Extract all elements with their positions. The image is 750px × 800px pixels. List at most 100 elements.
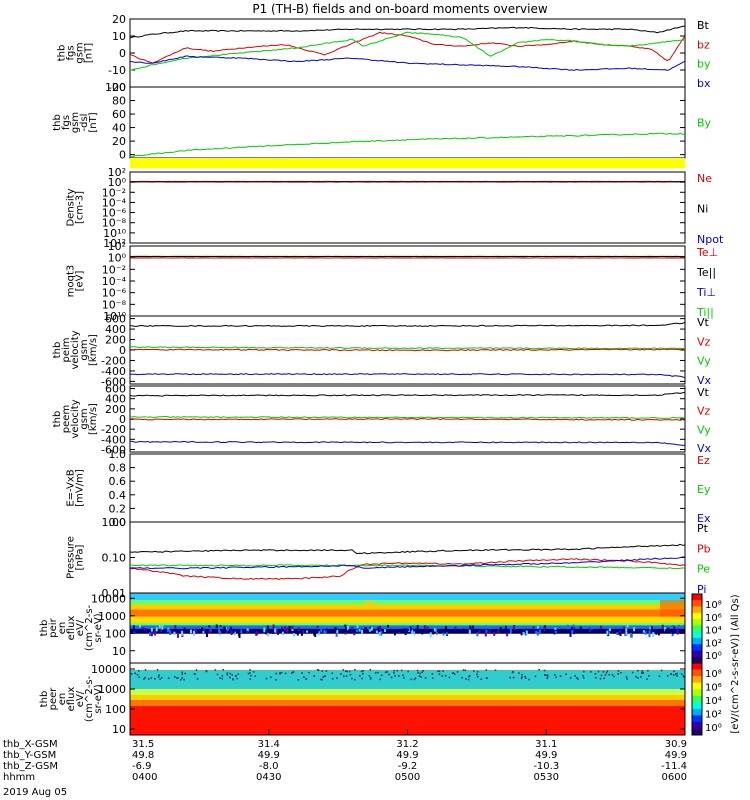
speckle: [292, 671, 295, 673]
speckle: [600, 625, 603, 630]
speckle: [367, 627, 370, 631]
speckle: [354, 678, 356, 681]
speckle: [670, 673, 672, 676]
speckle: [272, 630, 275, 634]
speckle: [524, 675, 526, 678]
y-label-line: peem: [61, 405, 72, 433]
series-line-pe: [129, 564, 686, 570]
y-tick-label: 10¹⁰: [103, 310, 126, 323]
legend-entry: Ti||: [696, 306, 714, 319]
speckle: [158, 625, 161, 629]
colorbar-tick-label: 10⁸: [705, 669, 722, 680]
speckle: [635, 675, 637, 678]
speckle: [524, 628, 527, 631]
legend: Te⊥ Te|| Ti⊥ Ti||: [696, 246, 718, 319]
speckle: [603, 677, 605, 680]
speckle: [181, 630, 184, 636]
speckle: [647, 669, 649, 672]
colorbar-segment: [692, 695, 702, 703]
y-label-line: [eV]: [75, 271, 86, 292]
speckle: [676, 675, 678, 677]
y-tick-label: 400: [105, 323, 126, 336]
panel-4: 10¹²10¹⁰10⁻⁸10⁻⁶10⁻⁴10⁻²10⁰10²Density[cm…: [66, 166, 724, 250]
speckle: [606, 630, 609, 635]
y-tick-label: 200: [105, 403, 126, 416]
speckle: [183, 678, 185, 681]
speckle: [326, 630, 329, 633]
y-tick-label: 1000: [98, 610, 126, 623]
x-row-label: thb_X-GSM: [3, 739, 58, 750]
legend-entry: Pe: [697, 563, 710, 576]
speckle: [476, 673, 478, 676]
speckle: [413, 631, 416, 636]
speckle: [214, 669, 217, 671]
speckle: [402, 674, 404, 677]
speckle: [536, 626, 539, 629]
speckle: [388, 673, 390, 676]
x-row-value: 49.9: [535, 750, 557, 761]
speckle: [421, 671, 424, 674]
speckle: [323, 629, 326, 634]
legend: Vt Vz Vy Vx: [697, 386, 712, 455]
speckle: [387, 624, 390, 628]
speckle: [538, 629, 541, 635]
speckle: [504, 625, 507, 631]
speckle: [374, 672, 377, 674]
speckle: [136, 673, 139, 676]
legend-entry: Ez: [697, 454, 710, 467]
speckle: [432, 629, 435, 635]
speckle: [305, 678, 308, 680]
speckle: [176, 677, 178, 680]
speckle: [667, 627, 670, 631]
speckle: [438, 673, 441, 675]
y-label-line: thb: [52, 342, 63, 359]
spectrogram: [130, 593, 685, 638]
speckle: [590, 625, 593, 630]
speckle: [234, 629, 237, 633]
speckle: [426, 626, 429, 630]
colorbar-segment: [692, 619, 702, 626]
speckle: [349, 673, 352, 676]
speckle: [325, 628, 328, 633]
speckle: [630, 632, 633, 638]
colorbar-segment: [692, 600, 702, 608]
speckle: [571, 630, 574, 634]
speckle: [438, 670, 441, 672]
series-line-pt: [129, 543, 686, 555]
speckle: [344, 631, 347, 635]
y-label-line: Pressure: [66, 536, 77, 579]
speckle: [512, 676, 515, 679]
speckle: [202, 630, 205, 634]
speckle: [256, 631, 259, 636]
date-label: 2019 Aug 05: [3, 787, 67, 798]
spectrogram-speckle: [132, 624, 685, 638]
colorbar-segment: [692, 631, 702, 639]
speckle: [468, 629, 471, 635]
speckle: [240, 629, 243, 634]
speckle: [546, 676, 549, 678]
panel-frame: [129, 171, 686, 244]
speckle: [646, 678, 648, 680]
x-row-value: 49.8: [132, 750, 154, 761]
legend-entry: Vz: [697, 335, 711, 348]
speckle: [215, 624, 218, 628]
speckle: [298, 627, 301, 632]
speckle: [348, 628, 351, 634]
speckle: [569, 677, 572, 679]
y-ticks: 10 100 1000 10000: [91, 592, 685, 658]
speckle: [193, 630, 196, 636]
speckle: [408, 627, 411, 632]
y-tick-label: 1.00: [102, 516, 127, 529]
speckle: [356, 624, 359, 629]
speckle: [160, 628, 163, 633]
speckle: [266, 625, 269, 630]
speckle: [154, 630, 157, 636]
speckle: [673, 670, 675, 673]
speckle: [233, 631, 236, 636]
speckle: [360, 629, 363, 634]
speckle: [300, 631, 303, 636]
speckle: [270, 676, 272, 679]
